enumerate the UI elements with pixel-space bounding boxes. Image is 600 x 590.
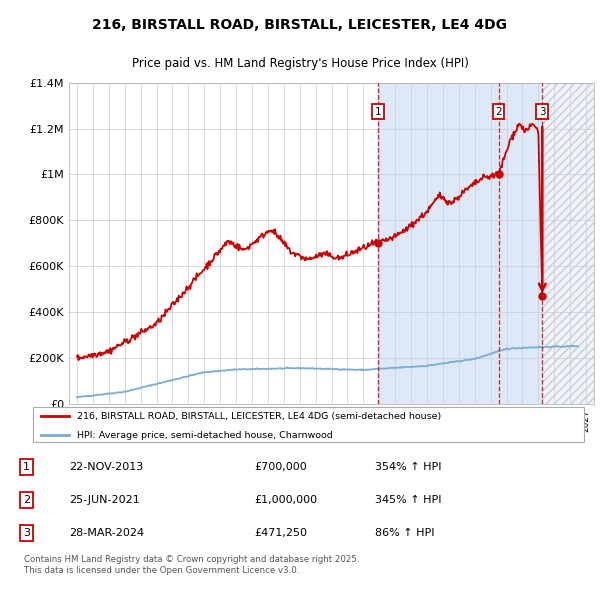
- Text: 216, BIRSTALL ROAD, BIRSTALL, LEICESTER, LE4 4DG: 216, BIRSTALL ROAD, BIRSTALL, LEICESTER,…: [92, 18, 508, 31]
- Text: 28-MAR-2024: 28-MAR-2024: [70, 528, 145, 538]
- Text: Price paid vs. HM Land Registry's House Price Index (HPI): Price paid vs. HM Land Registry's House …: [131, 57, 469, 70]
- Text: £700,000: £700,000: [254, 462, 307, 472]
- Text: £471,250: £471,250: [254, 528, 307, 538]
- Text: 22-NOV-2013: 22-NOV-2013: [70, 462, 144, 472]
- Text: 25-JUN-2021: 25-JUN-2021: [70, 495, 140, 505]
- Text: 2: 2: [495, 107, 502, 117]
- Text: 3: 3: [23, 528, 30, 538]
- Text: 86% ↑ HPI: 86% ↑ HPI: [375, 528, 434, 538]
- Text: 354% ↑ HPI: 354% ↑ HPI: [375, 462, 442, 472]
- Text: 1: 1: [374, 107, 381, 117]
- Text: 345% ↑ HPI: 345% ↑ HPI: [375, 495, 442, 505]
- Bar: [542, 83, 594, 404]
- Text: 216, BIRSTALL ROAD, BIRSTALL, LEICESTER, LE4 4DG (semi-detached house): 216, BIRSTALL ROAD, BIRSTALL, LEICESTER,…: [77, 412, 442, 421]
- FancyBboxPatch shape: [33, 408, 584, 442]
- Text: £1,000,000: £1,000,000: [254, 495, 317, 505]
- Bar: [377, 83, 542, 404]
- Text: 3: 3: [539, 107, 545, 117]
- Text: Contains HM Land Registry data © Crown copyright and database right 2025.
This d: Contains HM Land Registry data © Crown c…: [24, 555, 359, 575]
- Text: HPI: Average price, semi-detached house, Charnwood: HPI: Average price, semi-detached house,…: [77, 431, 333, 440]
- Text: 2: 2: [23, 495, 30, 505]
- Text: 1: 1: [23, 462, 30, 472]
